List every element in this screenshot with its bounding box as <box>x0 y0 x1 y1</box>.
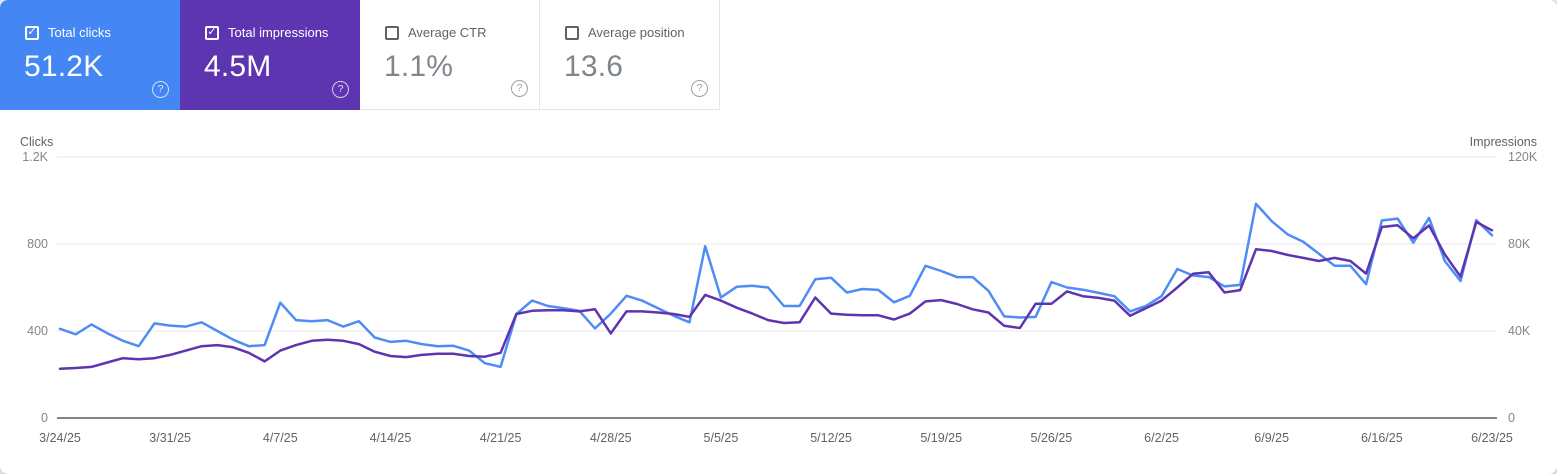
clicks-axis-tick: 400 <box>27 324 48 338</box>
average-ctr-label: Average CTR <box>408 25 487 40</box>
average-ctr-value: 1.1% <box>384 50 454 83</box>
x-axis-date-label: 6/2/25 <box>1144 431 1179 445</box>
help-icon[interactable]: ? <box>511 80 528 97</box>
x-axis-date-label: 5/19/25 <box>920 431 962 445</box>
x-axis-date-label: 5/12/25 <box>810 431 852 445</box>
impressions-axis-tick: 40K <box>1508 324 1531 338</box>
impressions-axis-tick: 0 <box>1508 411 1515 425</box>
card-total-impressions[interactable]: Total impressions 4.5M ? <box>180 0 360 110</box>
average-position-label: Average position <box>588 25 685 40</box>
total-clicks-value: 51.2K <box>24 50 104 83</box>
clicks-axis-tick: 800 <box>27 237 48 251</box>
impressions-line <box>58 220 1494 371</box>
card-header: Average CTR <box>360 0 539 40</box>
x-axis-date-label: 6/16/25 <box>1361 431 1403 445</box>
card-average-position[interactable]: Average position 13.6 ? <box>540 0 720 110</box>
x-axis-date-label: 4/21/25 <box>480 431 522 445</box>
total-impressions-checkbox[interactable] <box>205 25 219 40</box>
total-clicks-label: Total clicks <box>48 25 111 40</box>
card-total-clicks[interactable]: Total clicks 51.2K ? <box>0 0 180 110</box>
left-axis-title: Clicks <box>20 135 53 149</box>
x-axis-date-label: 3/24/25 <box>39 431 81 445</box>
x-axis-date-label: 5/26/25 <box>1031 431 1073 445</box>
clicks-axis-tick: 1.2K <box>22 150 48 164</box>
total-impressions-label: Total impressions <box>228 25 329 40</box>
clicks-axis-tick: 0 <box>41 411 48 425</box>
clicks-line <box>58 202 1494 369</box>
card-header: Total clicks <box>0 0 180 40</box>
average-ctr-checkbox[interactable] <box>385 25 399 40</box>
average-position-checkbox[interactable] <box>565 25 579 40</box>
card-header: Average position <box>540 0 719 40</box>
card-average-ctr[interactable]: Average CTR 1.1% ? <box>360 0 540 110</box>
x-axis-date-label: 4/14/25 <box>370 431 412 445</box>
impressions-axis-tick: 120K <box>1508 150 1538 164</box>
average-position-value: 13.6 <box>564 50 624 83</box>
x-axis-date-label: 6/9/25 <box>1254 431 1289 445</box>
help-icon[interactable]: ? <box>152 81 169 98</box>
metric-cards-row: Total clicks 51.2K ? Total impressions 4… <box>0 0 720 110</box>
card-header: Total impressions <box>180 0 360 40</box>
x-axis-date-label: 6/23/25 <box>1471 431 1513 445</box>
total-clicks-checkbox[interactable] <box>25 25 39 40</box>
help-icon[interactable]: ? <box>332 81 349 98</box>
x-axis-date-label: 4/28/25 <box>590 431 632 445</box>
help-icon[interactable]: ? <box>691 80 708 97</box>
total-impressions-value: 4.5M <box>204 50 272 83</box>
x-axis-date-label: 4/7/25 <box>263 431 298 445</box>
x-axis-date-label: 3/31/25 <box>149 431 191 445</box>
right-axis-title: Impressions <box>1470 135 1537 149</box>
impressions-axis-tick: 80K <box>1508 237 1531 251</box>
x-axis-date-label: 5/5/25 <box>704 431 739 445</box>
